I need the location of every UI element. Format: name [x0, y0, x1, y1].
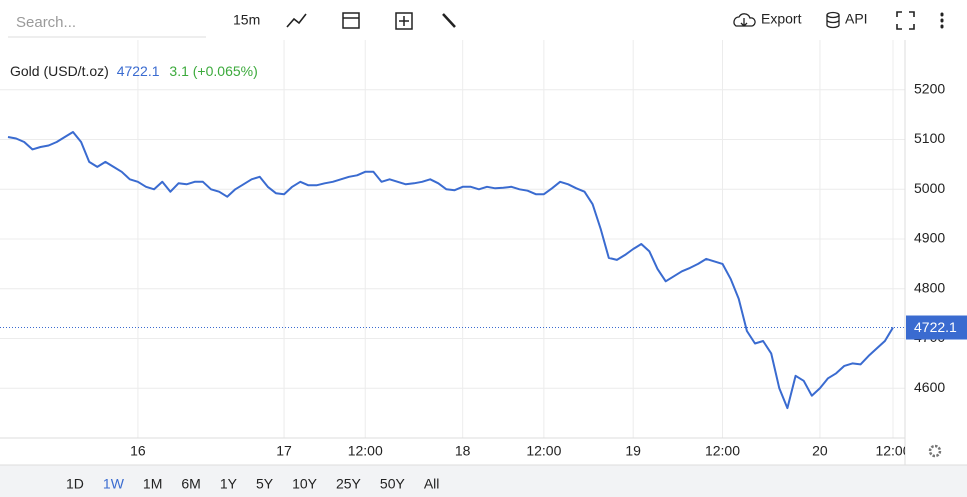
x-tick-label: 18 [455, 443, 471, 459]
export-button[interactable]: Export [761, 11, 802, 27]
settings-wrench-icon[interactable] [442, 13, 456, 28]
y-tick-label: 4800 [914, 279, 945, 295]
plot-area [0, 40, 905, 438]
chart-settings-icon[interactable] [928, 444, 942, 458]
range-button[interactable]: 10Y [292, 476, 318, 492]
last-price-label: 4722.1 [914, 319, 957, 335]
api-icon-body [826, 15, 840, 29]
range-button[interactable]: 1Y [220, 476, 238, 492]
y-tick-label: 5200 [914, 80, 945, 96]
search-input[interactable]: Search... [16, 14, 76, 31]
range-button[interactable]: 25Y [336, 476, 362, 492]
x-tick-label: 12:00 [705, 443, 740, 459]
x-tick-label: 16 [130, 443, 146, 459]
export-icon[interactable] [733, 13, 756, 27]
x-tick-label: 19 [625, 443, 641, 459]
range-bar [0, 465, 967, 497]
chart-type-icon[interactable] [286, 13, 307, 28]
range-button[interactable]: 1D [66, 476, 84, 492]
y-tick-label: 5100 [914, 130, 945, 146]
y-tick-label: 4900 [914, 230, 945, 246]
api-icon[interactable] [826, 11, 840, 19]
interval-button[interactable]: 15m [233, 12, 260, 28]
range-button[interactable]: 50Y [380, 476, 406, 492]
last-price-box [906, 315, 967, 340]
range-button[interactable]: 5Y [256, 476, 274, 492]
legend-last-value: 4722.1 [117, 63, 160, 79]
price-line [7, 131, 894, 410]
calendar-icon[interactable] [342, 12, 360, 29]
range-button[interactable]: 1M [143, 476, 162, 492]
x-tick-label: 17 [276, 443, 292, 459]
x-tick-label: 12:00 [875, 443, 910, 459]
range-button[interactable]: All [424, 476, 440, 492]
y-tick-label: 5000 [914, 180, 945, 196]
range-button[interactable]: 1W [103, 476, 125, 492]
x-tick-label: 12:00 [526, 443, 561, 459]
range-button[interactable]: 6M [181, 476, 200, 492]
legend-title: Gold (USD/t.oz) [10, 63, 109, 79]
fullscreen-icon[interactable] [896, 11, 915, 30]
add-indicator-plus [399, 16, 409, 26]
add-indicator-icon[interactable] [395, 12, 413, 30]
legend-change: 3.1 (+0.065%) [169, 63, 257, 79]
x-tick-label: 20 [812, 443, 828, 459]
x-tick-label: 12:00 [348, 443, 383, 459]
y-tick-label: 4600 [914, 379, 945, 395]
legend: Gold (USD/t.oz) 4722.1 3.1 (+0.065%) [10, 63, 258, 79]
api-button[interactable]: API [845, 11, 868, 27]
